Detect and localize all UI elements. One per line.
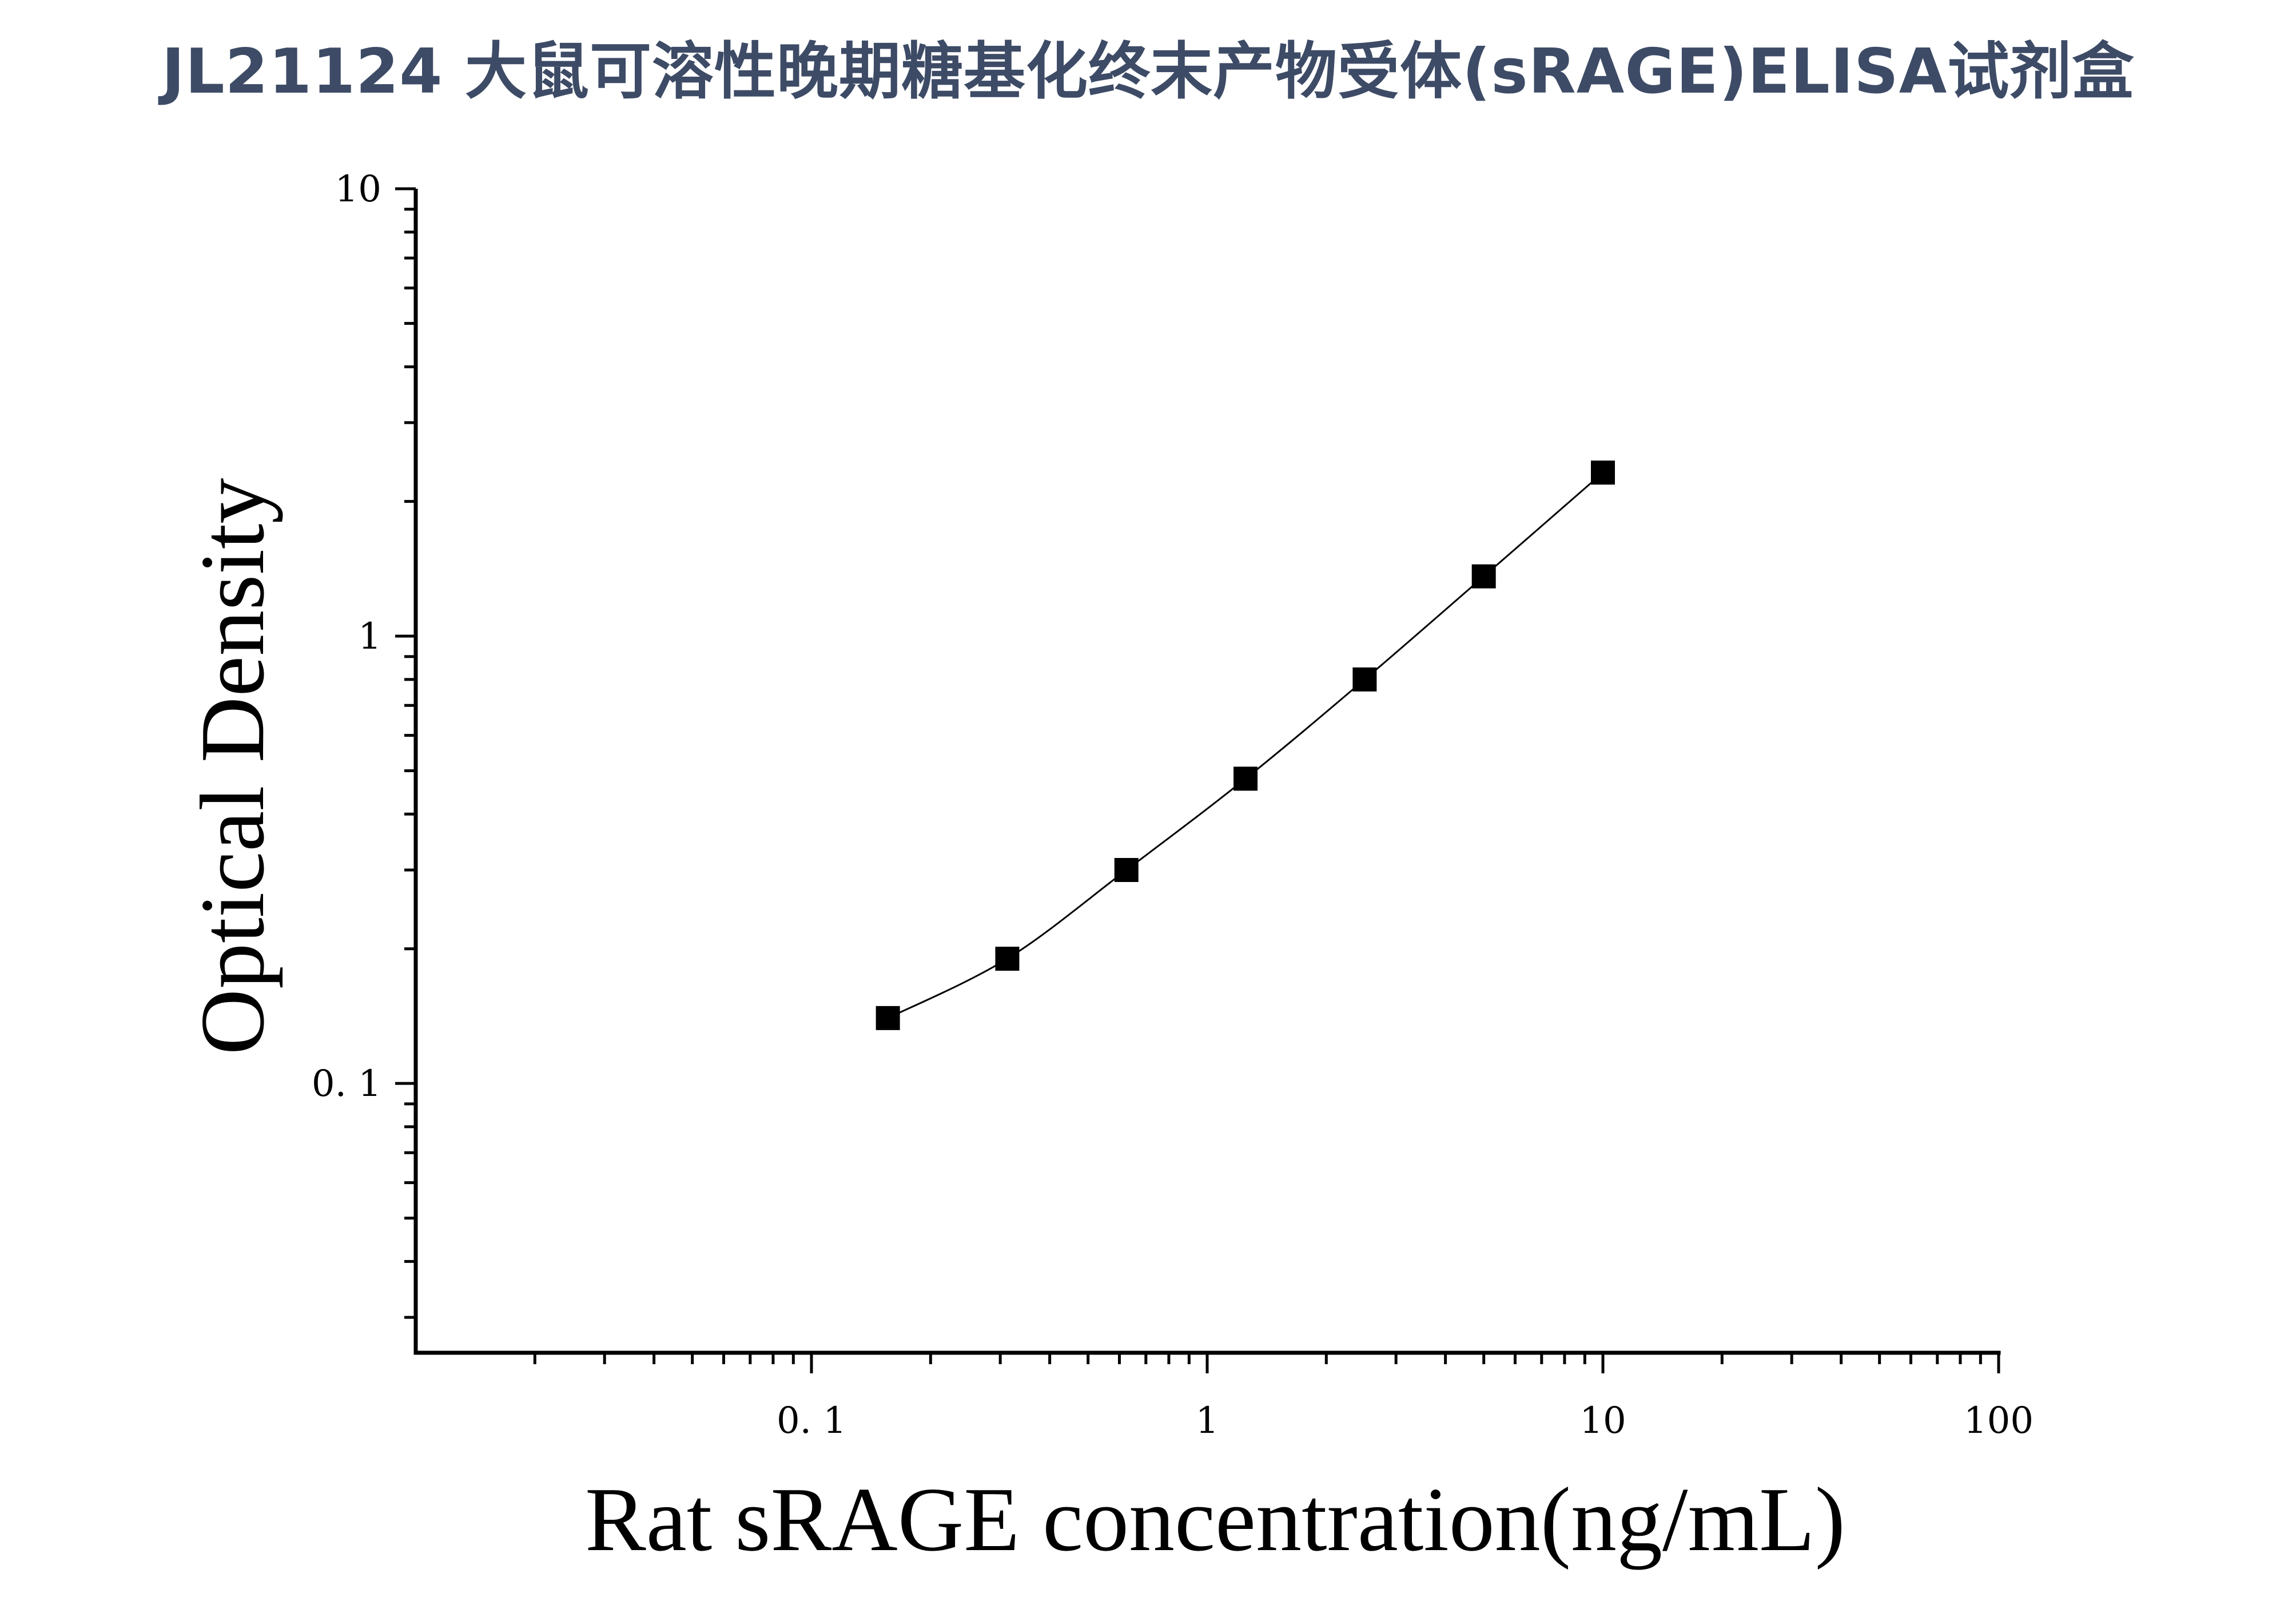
data-point-marker: [1114, 858, 1139, 883]
y-axis-title: Optical Density: [181, 478, 283, 1055]
data-point-marker: [1352, 667, 1377, 692]
data-point-marker: [1471, 564, 1496, 589]
x-tick-label: 1: [1196, 1400, 1219, 1442]
axes: 0. 1 1 10 100 0. 1 1 10: [312, 168, 2034, 1442]
y-tick-label: 0. 1: [312, 1063, 381, 1105]
x-tick-label: 0. 1: [777, 1400, 846, 1442]
chart-title: JL21124 大鼠可溶性晚期糖基化终末产物受体(sRAGE)ELISA试剂盒: [161, 36, 2135, 108]
x-axis-title: Rat sRAGE concentration(ng/mL): [585, 1468, 1845, 1570]
data-point-marker: [995, 947, 1020, 971]
data-point-marker: [876, 1006, 900, 1030]
marker-layer: [876, 460, 1615, 1030]
fitted-curve: [887, 472, 1603, 1019]
data-point-marker: [1233, 766, 1258, 791]
data-point-marker: [1591, 460, 1615, 485]
curve-layer: [887, 472, 1603, 1019]
x-tick-label: 100: [1964, 1400, 2034, 1442]
y-tick-label: 1: [358, 615, 381, 658]
x-tick-label: 10: [1579, 1400, 1626, 1442]
y-tick-label: 10: [335, 168, 381, 210]
